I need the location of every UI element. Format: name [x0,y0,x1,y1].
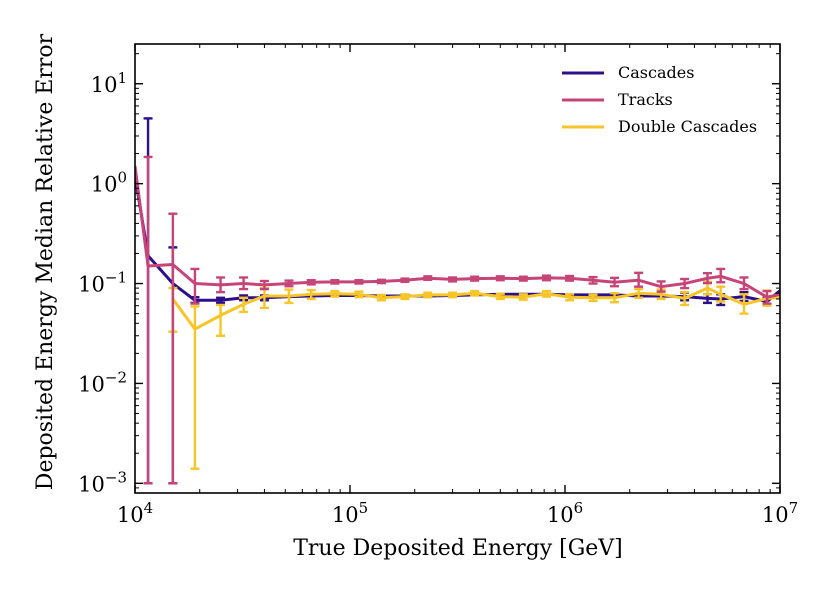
x-tick-label: 106 [547,499,583,527]
series-tracks [135,155,780,485]
tick-layer: 104 105 106 107 10−3 10−2 10−1 100 101 [78,44,798,527]
x-tick-label: 104 [117,499,153,527]
legend: Cascades Tracks Double Cascades [562,63,757,136]
plot-frame [134,43,781,494]
series-line [135,165,780,299]
y-axis-label: Deposited Energy Median Relative Error [33,33,58,490]
y-tick-label: 100 [91,169,127,197]
legend-label: Double Cascades [618,117,757,136]
legend-label: Tracks [618,90,673,109]
x-tick-label: 107 [762,499,798,527]
y-tick-label: 101 [91,69,127,97]
series-double-cascades [168,280,780,470]
series-layer [135,117,780,485]
y-tick-label: 10−2 [78,368,127,396]
series-cascades [135,117,780,485]
legend-label: Cascades [618,63,694,82]
series-line [171,286,780,331]
y-tick-label: 10−3 [78,468,127,496]
x-tick-label: 105 [332,499,368,527]
x-axis-label: True Deposited Energy [GeV] [293,536,623,561]
y-tick-label: 10−1 [78,269,127,297]
